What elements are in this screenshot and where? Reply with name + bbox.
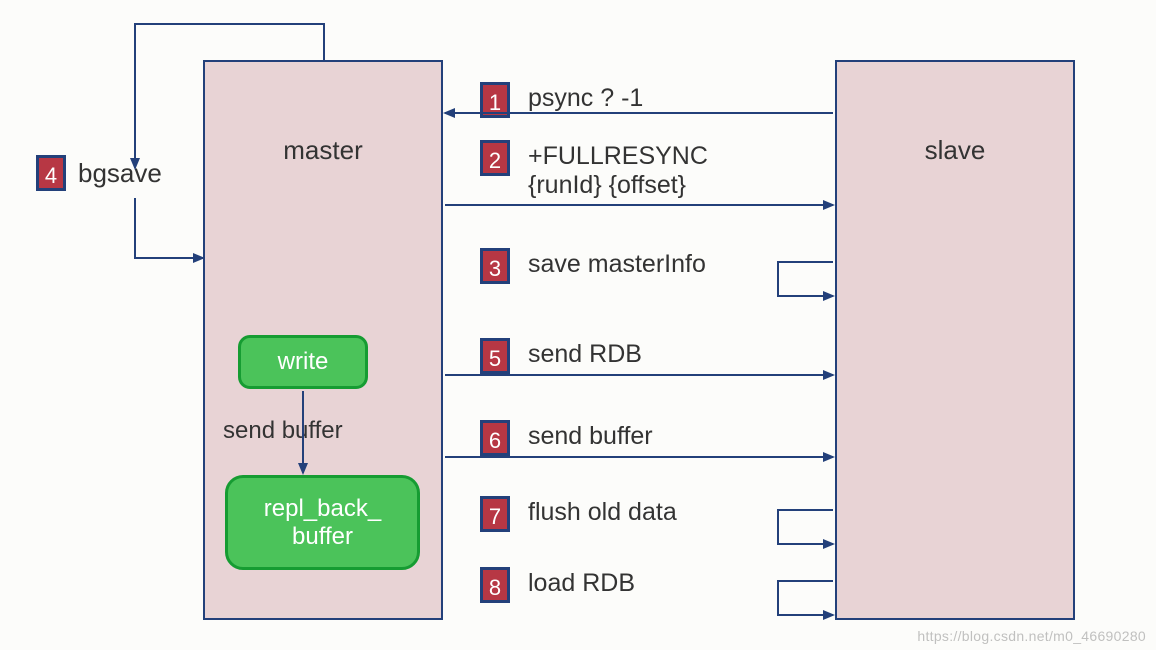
node-write-label: write (278, 348, 329, 376)
step-badge-3: 3 (480, 248, 510, 284)
step-badge-8: 8 (480, 567, 510, 603)
node-repl-back-buffer-label: repl_back_ buffer (264, 495, 381, 550)
node-write: write (238, 335, 368, 389)
step-badge-1: 1 (480, 82, 510, 118)
step-badge-4: 4 (36, 155, 66, 191)
step-text-4: bgsave (78, 158, 162, 189)
step-text-5: send RDB (528, 340, 642, 369)
step-text-1: psync ? -1 (528, 84, 643, 113)
node-slave-label: slave (835, 135, 1075, 166)
step-badge-2: 2 (480, 140, 510, 176)
step-badge-6: 6 (480, 420, 510, 456)
step-text-6: send buffer (528, 422, 653, 451)
watermark: https://blog.csdn.net/m0_46690280 (917, 628, 1146, 644)
step-badge-7: 7 (480, 496, 510, 532)
step-badge-5: 5 (480, 338, 510, 374)
step-text-3: save masterInfo (528, 250, 706, 279)
node-repl-back-buffer: repl_back_ buffer (225, 475, 420, 570)
node-master-label: master (203, 135, 443, 166)
step-text-7: flush old data (528, 498, 677, 527)
step-text-8: load RDB (528, 569, 635, 598)
inner-arrow-label: send buffer (223, 417, 343, 445)
step-text-2: +FULLRESYNC {runId} {offset} (528, 142, 708, 200)
